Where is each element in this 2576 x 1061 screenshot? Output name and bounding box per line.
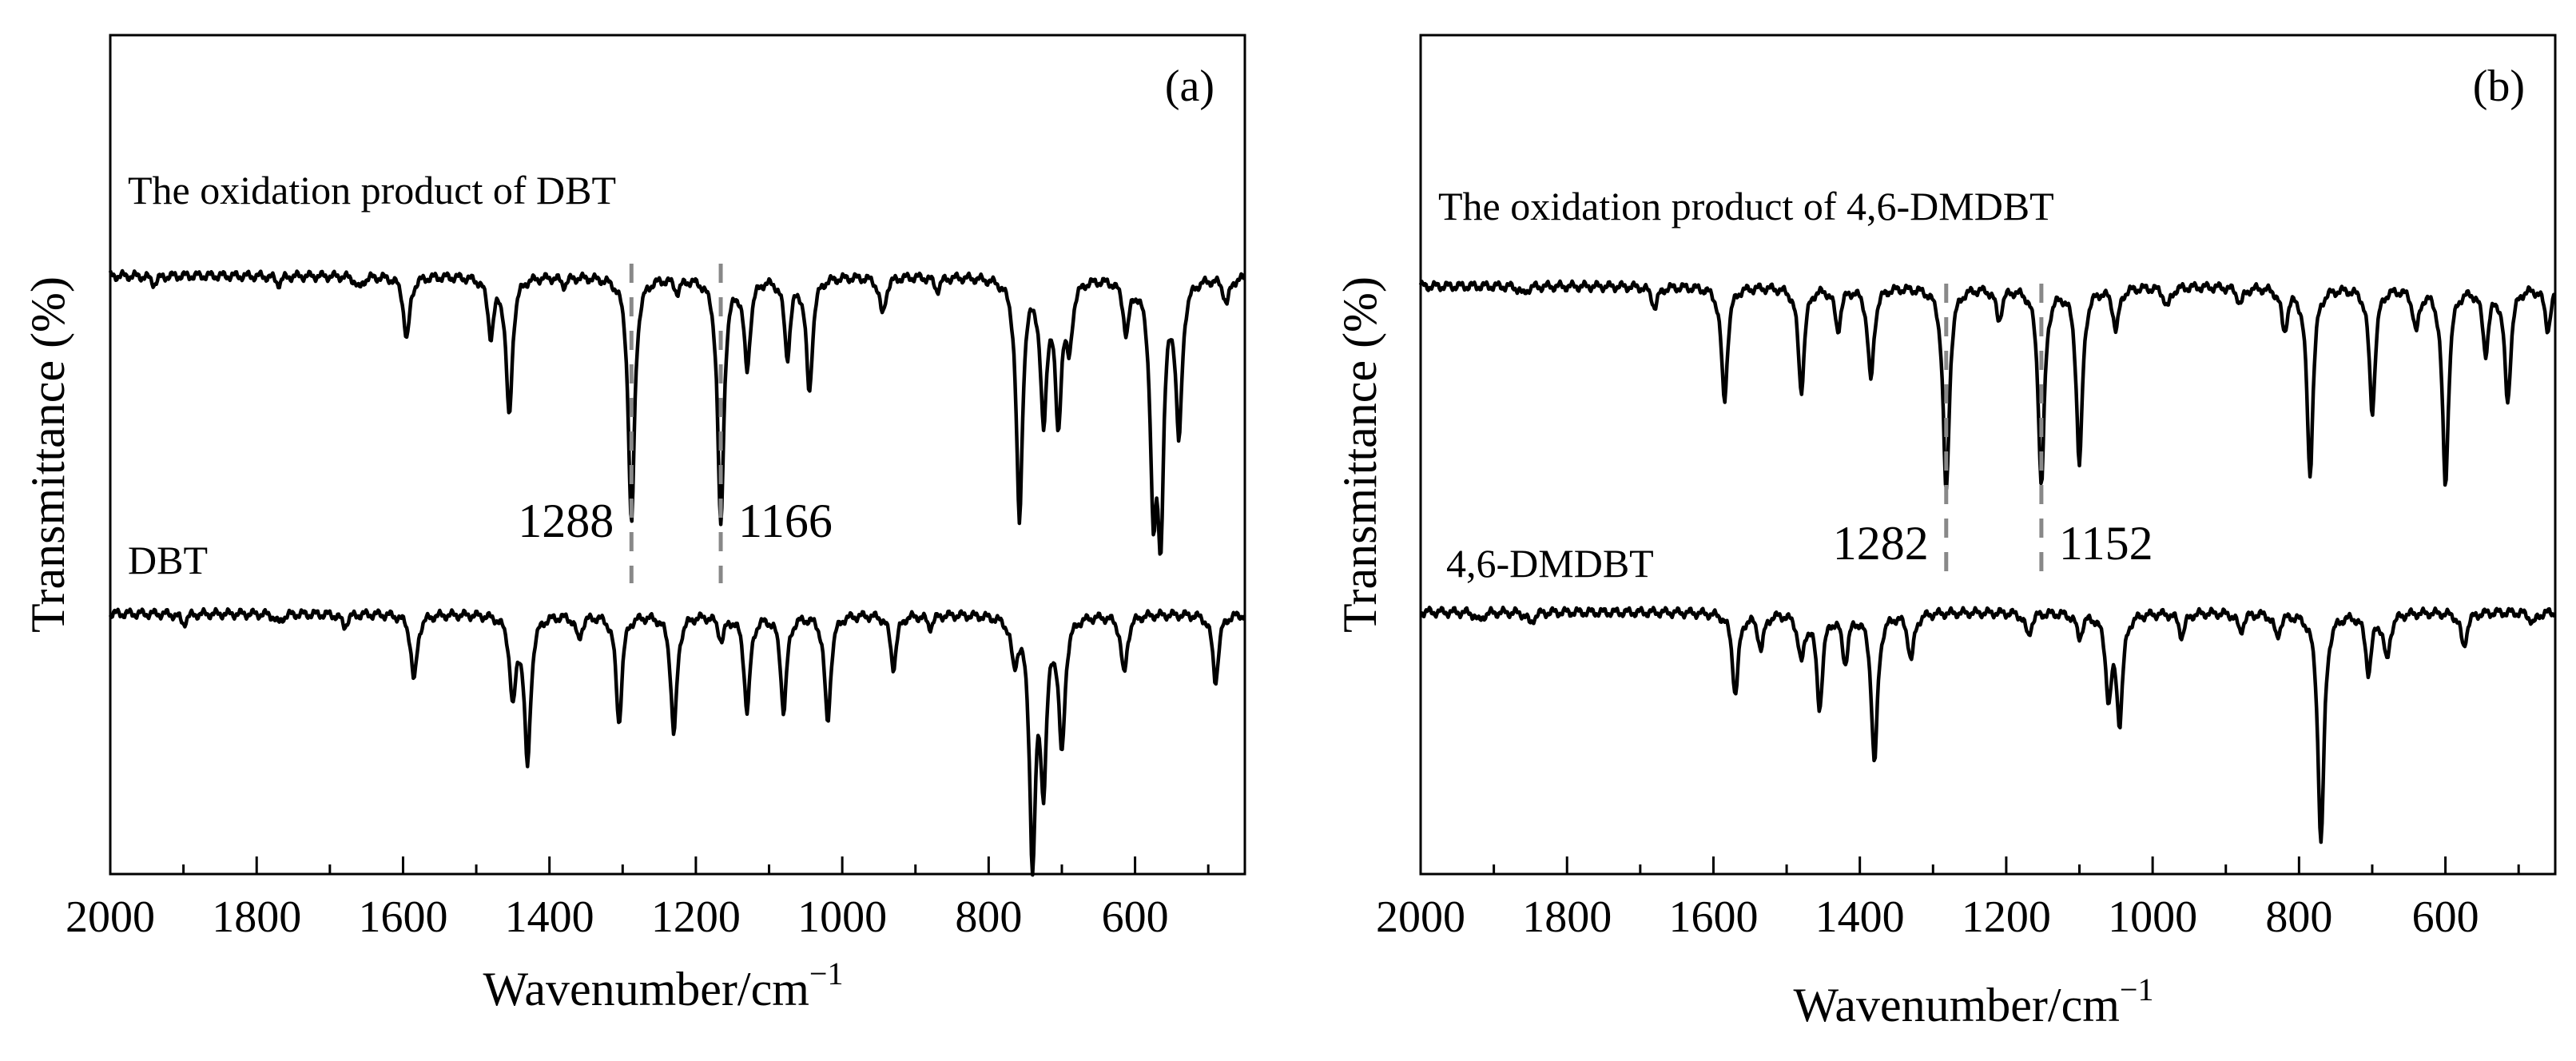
x-tick-label: 1400 [1815,892,1905,942]
spectrum-oxidation-dmdbt [1418,279,2556,491]
x-tick-label: 600 [1102,892,1169,942]
series-label-dmdbt: 4,6-DMDBT [1446,541,1654,586]
x-axis-title-b: Wavenumber/cm−1 [1794,972,2154,1031]
x-tick-label: 1000 [2108,892,2197,942]
y-axis-title-a: Transmittance (%) [22,276,74,633]
spectrum-dmdbt [1419,606,2557,844]
peak-label-1282: 1282 [1833,517,1929,570]
series-label-oxidation-dbt: The oxidation product of DBT [128,168,616,213]
x-tick-label: 1400 [505,892,594,942]
peak-label-1288: 1288 [518,495,614,547]
x-tick-labels-a: 2000 1800 1600 1400 1200 1000 800 600 [66,892,1169,942]
x-tick-label: 2000 [1376,892,1465,942]
panel-a: (a) The oxidation product of DBT DBT 128… [22,34,1246,1015]
spectrum-dbt [108,606,1246,877]
x-tick-label: 1000 [797,892,887,942]
x-tick-label: 2000 [66,892,155,942]
x-axis-title-a: Wavenumber/cm−1 [483,956,844,1015]
x-tick-label: 1800 [1522,892,1612,942]
series-label-oxidation-dmdbt: The oxidation product of 4,6-DMDBT [1438,184,2054,228]
x-tick-label: 600 [2412,892,2479,942]
plot-frame-b [1419,34,2557,876]
panel-tag-a: (a) [1165,62,1214,111]
peak-label-1166: 1166 [738,495,833,547]
x-tick-label: 1800 [212,892,301,942]
series-label-dbt: DBT [128,538,208,582]
spectrum-oxidation-dbt [108,268,1246,556]
x-tick-label: 1200 [1962,892,2051,942]
x-tick-label: 800 [955,892,1022,942]
x-tick-label: 1600 [1668,892,1758,942]
x-tick-labels-b: 2000 1800 1600 1400 1200 1000 800 600 [1376,892,2479,942]
panel-b: (b) The oxidation product of 4,6-DMDBT 4… [1334,34,2557,1031]
panel-tag-b: (b) [2473,62,2525,111]
x-axis-ticks-b [1419,856,2520,874]
x-tick-label: 1200 [651,892,741,942]
y-axis-title-b: Transmittance (%) [1334,276,1386,633]
peak-label-1152: 1152 [2059,517,2153,570]
x-axis-ticks-a [109,856,1210,874]
x-tick-label: 1600 [358,892,447,942]
x-tick-label: 800 [2265,892,2332,942]
plot-frame-a [109,34,1246,876]
